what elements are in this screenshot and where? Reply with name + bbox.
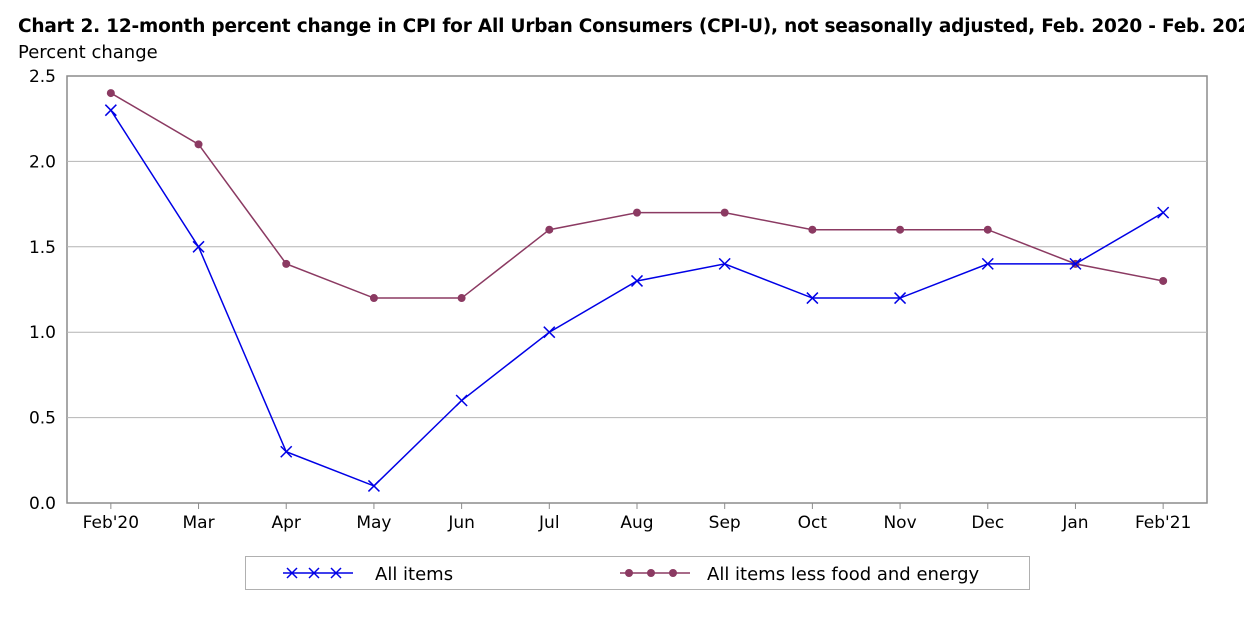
legend-swatch-all-items (283, 567, 353, 579)
data-point (1159, 276, 1168, 285)
x-tick-label: Oct (798, 513, 828, 533)
series-layer (104, 89, 1170, 492)
y-tick-label: 1.0 (29, 323, 56, 343)
y-axis-ticks: 0.0 0.5 1.0 1.5 2.0 2.5 (29, 67, 56, 514)
series-all-items (104, 104, 1170, 492)
y-tick-label: 2.0 (29, 152, 56, 172)
data-point (194, 140, 203, 149)
x-tick-label: Feb'21 (1135, 513, 1191, 533)
x-tick-label: Nov (883, 513, 916, 533)
data-point (367, 479, 380, 492)
data-point (806, 292, 819, 305)
x-tick-label: Feb'20 (83, 513, 139, 533)
data-point (630, 274, 644, 287)
y-axis-label: Percent change (18, 42, 158, 63)
series-core (106, 89, 1168, 303)
series-line (110, 92, 1164, 299)
x-tick-label: Mar (182, 513, 214, 533)
chart-title: Chart 2. 12-month percent change in CPI … (18, 16, 1244, 37)
legend-label-all-items: All items (375, 564, 454, 585)
data-point (545, 225, 554, 234)
data-point (455, 394, 468, 407)
grid-lines (67, 160, 1207, 419)
y-tick-label: 1.5 (29, 238, 56, 258)
data-point (192, 240, 205, 253)
data-point (633, 208, 641, 217)
data-point (981, 257, 994, 270)
x-tick-label: Apr (272, 513, 301, 533)
y-tick-label: 0.5 (29, 409, 56, 429)
data-point (282, 259, 291, 268)
legend: All items All items less food and energy (245, 556, 1030, 590)
x-tick-label: Jun (447, 513, 475, 533)
x-tick-label: Jul (538, 513, 560, 533)
legend-label-core: All items less food and energy (707, 564, 980, 585)
data-point (1157, 206, 1170, 219)
data-point (457, 294, 466, 303)
legend-swatch-core (620, 569, 690, 577)
x-tick-label: Aug (620, 513, 653, 533)
data-point (983, 225, 992, 234)
data-point (280, 445, 293, 458)
x-tick-label: Jan (1061, 513, 1088, 533)
data-point (543, 326, 556, 339)
x-tick-label: Dec (971, 513, 1004, 533)
x-axis-ticks: Feb'20 Mar Apr May Jun Jul Aug Sep Oct Nov Dec Jan F… (83, 503, 1191, 533)
x-tick-label: May (356, 513, 391, 533)
y-tick-label: 0.0 (29, 494, 56, 514)
data-point (369, 294, 378, 303)
x-tick-label: Sep (709, 513, 741, 533)
data-point (718, 257, 731, 270)
data-point (894, 292, 907, 305)
data-point (720, 208, 729, 217)
y-tick-label: 2.5 (29, 67, 56, 87)
data-point (1069, 257, 1082, 270)
data-point (808, 225, 817, 234)
data-point (104, 104, 117, 117)
series-line (110, 109, 1164, 487)
plot-frame (66, 75, 1208, 504)
data-point (896, 225, 905, 234)
data-point (106, 89, 115, 98)
